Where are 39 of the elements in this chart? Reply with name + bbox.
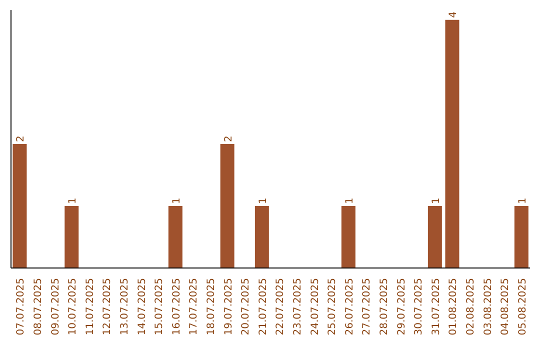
data-label: 1 bbox=[68, 198, 79, 204]
x-tick-label: 18.07.2025 bbox=[206, 278, 217, 336]
data-label: 2 bbox=[16, 136, 27, 142]
x-tick-label: 07.07.2025 bbox=[16, 278, 27, 336]
x-tick-label: 11.07.2025 bbox=[84, 278, 96, 336]
x-tick-label: 09.07.2025 bbox=[50, 278, 62, 336]
x-tick-label: 01.08.2025 bbox=[448, 278, 460, 336]
x-tick-label: 24.07.2025 bbox=[310, 278, 321, 336]
data-label: 1 bbox=[517, 198, 528, 204]
x-tick-label: 02.08.2025 bbox=[465, 278, 476, 336]
x-tick-label: 15.07.2025 bbox=[154, 278, 166, 336]
x-tick-label: 20.07.2025 bbox=[240, 278, 252, 336]
x-tick-label: 26.07.2025 bbox=[344, 278, 356, 336]
x-tick-label: 25.07.2025 bbox=[327, 278, 338, 336]
x-tick-label: 03.08.2025 bbox=[482, 278, 494, 336]
x-tick-label: 13.07.2025 bbox=[119, 278, 130, 336]
x-tick-label: 27.07.2025 bbox=[362, 278, 373, 336]
x-tick-label: 05.08.2025 bbox=[517, 278, 528, 336]
data-label: 1 bbox=[430, 198, 442, 204]
x-tick-label: 08.07.2025 bbox=[32, 278, 44, 336]
x-tick-label: 10.07.2025 bbox=[68, 278, 79, 336]
data-label: 1 bbox=[171, 198, 182, 204]
data-label: 1 bbox=[258, 198, 269, 204]
x-tick-label: 14.07.2025 bbox=[136, 278, 148, 336]
data-label: 4 bbox=[448, 12, 460, 18]
x-tick-label: 23.07.2025 bbox=[292, 278, 304, 336]
data-label: 1 bbox=[344, 198, 356, 204]
x-tick-label: 22.07.2025 bbox=[275, 278, 286, 336]
x-tick-label: 16.07.2025 bbox=[171, 278, 182, 336]
x-tick-label: 28.07.2025 bbox=[378, 278, 390, 336]
x-tick-label: 29.07.2025 bbox=[396, 278, 408, 336]
x-tick-label: 21.07.2025 bbox=[258, 278, 269, 336]
x-tick-label: 17.07.2025 bbox=[188, 278, 200, 336]
x-tick-label: 04.08.2025 bbox=[500, 278, 512, 336]
x-tick-label: 12.07.2025 bbox=[102, 278, 114, 336]
x-tick-label: 31.07.2025 bbox=[430, 278, 442, 336]
data-label: 2 bbox=[223, 136, 234, 142]
x-tick-label: 19.07.2025 bbox=[223, 278, 234, 336]
x-tick-label: 30.07.2025 bbox=[414, 278, 425, 336]
